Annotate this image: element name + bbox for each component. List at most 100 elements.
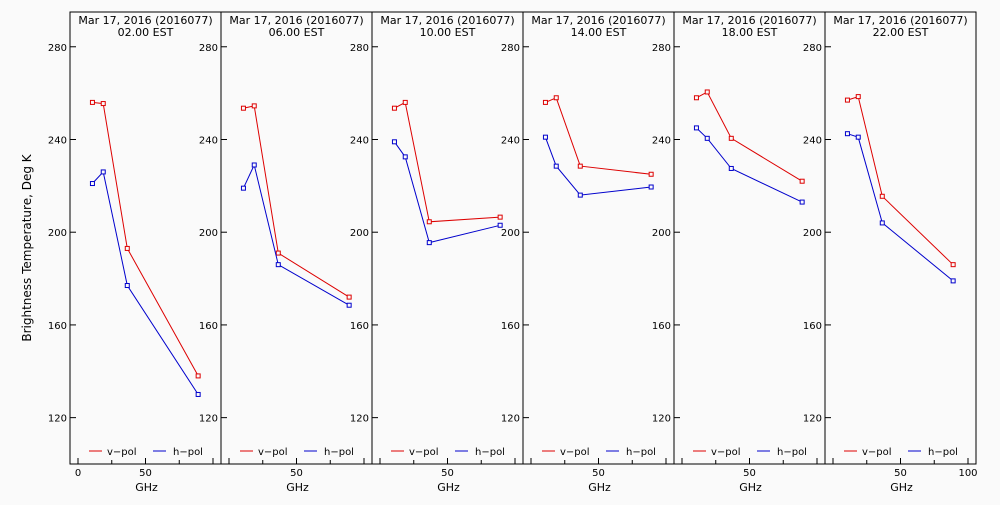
panel-1-x-tick-label-0: 0 xyxy=(75,468,81,479)
panel-2-y-tick-label-280: 280 xyxy=(199,43,218,54)
panel-1-y-tick-label-120: 120 xyxy=(48,414,67,425)
panel-4-legend-h-pol-label: h−pol xyxy=(626,447,656,458)
panel-2-y-tick-label-200: 200 xyxy=(199,228,218,239)
panel-6-series-h-pol-line xyxy=(847,133,954,282)
panel-5-legend-h-pol-label: h−pol xyxy=(777,447,807,458)
panel-4-series-h-pol-point-4 xyxy=(648,184,654,190)
panel-2-series-v-pol-point-3 xyxy=(275,250,281,256)
panel-1-y-tick-label-200: 200 xyxy=(48,228,67,239)
panel-2-y-tick-label-160: 160 xyxy=(199,321,218,332)
panel-2-title-line1: Mar 17, 2016 (2016077) xyxy=(229,14,363,27)
panel-6-series-h-pol-point-2 xyxy=(855,134,861,140)
y-axis-label: Brightness Temperature, Deg K xyxy=(20,153,34,341)
panel-6-series-v-pol-point-1 xyxy=(844,97,850,103)
panel-1-x-axis-label: GHz xyxy=(135,481,158,494)
panel-3-y-tick-label-200: 200 xyxy=(350,228,369,239)
panel-2-series-v-pol-line xyxy=(243,105,350,298)
panel-1-series-h-pol-line xyxy=(92,170,199,395)
panel-3-legend-v-pol-label: v−pol xyxy=(409,447,439,458)
panel-5-series-v-pol-point-1 xyxy=(693,95,699,101)
panel-2-series-h-pol-point-1 xyxy=(240,185,246,191)
panel-3-series-v-pol-point-1 xyxy=(391,105,397,111)
panel-1-series-h-pol-point-4 xyxy=(195,391,201,397)
panel-5-title-line2: 18.00 EST xyxy=(722,26,778,39)
panel-6-x-axis-label: GHz xyxy=(890,481,913,494)
panel-1-y-tick-label-280: 280 xyxy=(48,43,67,54)
panel-5-x-tick-label-50: 50 xyxy=(743,468,756,479)
panel-6-title-line1: Mar 17, 2016 (2016077) xyxy=(833,14,967,27)
panel-2-y-tick-label-240: 240 xyxy=(199,135,218,146)
panel-4-series-v-pol-point-4 xyxy=(648,171,654,177)
panel-1-y-tick-label-160: 160 xyxy=(48,321,67,332)
panel-4-series-h-pol-line xyxy=(544,137,652,196)
panel-5-y-tick-label-240: 240 xyxy=(652,135,671,146)
panel-2-series-h-pol-line xyxy=(242,163,350,306)
panel-3-series-h-pol-point-3 xyxy=(426,240,432,246)
panel-5-y-tick-label-200: 200 xyxy=(652,228,671,239)
panel-6-legend-h-pol-label: h−pol xyxy=(928,447,958,458)
panel-1-series-v-pol-point-4 xyxy=(195,373,201,379)
panel-3-series-h-pol-line xyxy=(393,141,501,244)
panel-1-series-v-pol-point-3 xyxy=(124,245,130,251)
panel-3-series-v-pol-point-3 xyxy=(426,219,432,225)
panel-5-series-v-pol-point-4 xyxy=(799,178,805,184)
panel-6-y-tick-label-280: 280 xyxy=(803,43,822,54)
panel-4-y-tick-label-120: 120 xyxy=(501,414,520,425)
panel-2-x-axis-label: GHz xyxy=(286,481,309,494)
panel-2-legend-v-pol-label: v−pol xyxy=(258,447,288,458)
panel-1-series-h-pol-point-2 xyxy=(100,169,106,175)
panel-4-series-v-pol-point-3 xyxy=(577,163,583,169)
panel-1-series-h-pol-point-3 xyxy=(124,283,130,289)
panel-3-series-h-pol-point-1 xyxy=(391,139,397,145)
panel-1-x-tick-label-50: 50 xyxy=(139,468,152,479)
panel-4-y-tick-label-160: 160 xyxy=(501,321,520,332)
panel-4-y-tick-label-240: 240 xyxy=(501,135,520,146)
panel-3-series-h-pol-point-4 xyxy=(497,222,503,228)
panel-6-y-tick-label-240: 240 xyxy=(803,135,822,146)
panel-6-title-line2: 22.00 EST xyxy=(873,26,929,39)
panel-1-title-line2: 02.00 EST xyxy=(118,26,174,39)
panel-4-title-line1: Mar 17, 2016 (2016077) xyxy=(531,14,665,27)
panel-4-x-axis-label: GHz xyxy=(588,481,611,494)
panel-2-y-tick-label-120: 120 xyxy=(199,414,218,425)
panel-3-series-v-pol-point-4 xyxy=(497,214,503,220)
panel-4-y-tick-label-200: 200 xyxy=(501,228,520,239)
panel-5-title-line1: Mar 17, 2016 (2016077) xyxy=(682,14,816,27)
panel-5-series-h-pol-line xyxy=(696,127,803,203)
panel-6-series-h-pol-point-1 xyxy=(844,131,850,137)
panel-3-series-v-pol-line xyxy=(394,101,501,223)
panel-1-legend-h-pol-label: h−pol xyxy=(173,447,203,458)
panel-5-x-axis-label: GHz xyxy=(739,481,762,494)
panel-6-x-tick-label-100: 100 xyxy=(958,468,977,479)
panel-6-y-tick-label-160: 160 xyxy=(803,321,822,332)
panel-6-y-tick-label-120: 120 xyxy=(803,414,822,425)
panel-4-series-h-pol-point-2 xyxy=(553,163,559,169)
panel-3-x-axis-label: GHz xyxy=(437,481,460,494)
panel-6-series-v-pol-line xyxy=(847,95,954,266)
panel-3-x-tick-label-50: 50 xyxy=(441,468,454,479)
panel-4-series-v-pol-point-2 xyxy=(553,95,559,101)
panel-3-legend-h-pol-label: h−pol xyxy=(475,447,505,458)
panel-4-series-v-pol-line xyxy=(545,97,652,175)
panel-5-series-h-pol-point-4 xyxy=(799,199,805,205)
panel-2-series-v-pol-point-2 xyxy=(251,103,257,109)
panel-4-legend-v-pol-label: v−pol xyxy=(560,447,590,458)
panel-2-series-v-pol-point-4 xyxy=(346,294,352,300)
panel-6-series-h-pol-point-4 xyxy=(950,278,956,284)
panel-4-series-v-pol-point-1 xyxy=(542,99,548,105)
panel-4-title-line2: 14.00 EST xyxy=(571,26,627,39)
panel-5-legend-v-pol-label: v−pol xyxy=(711,447,741,458)
panel-3-y-tick-label-280: 280 xyxy=(350,43,369,54)
panel-5-series-h-pol-point-1 xyxy=(693,125,699,131)
panel-1-series-h-pol-point-1 xyxy=(89,181,95,187)
panel-3-y-tick-label-120: 120 xyxy=(350,414,369,425)
panel-2-series-v-pol-point-1 xyxy=(240,105,246,111)
panel-1-y-tick-label-240: 240 xyxy=(48,135,67,146)
panel-3-series-v-pol-point-2 xyxy=(402,99,408,105)
panel-6-series-v-pol-point-4 xyxy=(950,262,956,268)
panel-3-y-tick-label-240: 240 xyxy=(350,135,369,146)
panel-5-series-h-pol-point-2 xyxy=(704,135,710,141)
panel-3-y-tick-label-160: 160 xyxy=(350,321,369,332)
